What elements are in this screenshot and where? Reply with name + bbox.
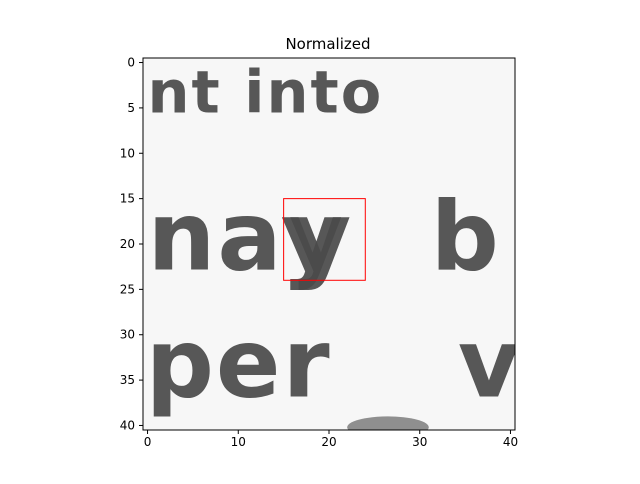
heatmap-text-fragment: b xyxy=(431,182,501,292)
heatmap-background xyxy=(143,58,515,430)
heatmap-text-fragment: per xyxy=(146,309,332,419)
x-tick-label: 10 xyxy=(231,435,246,449)
y-tick-label: 40 xyxy=(120,418,135,432)
heatmap-text-fragment: nt into xyxy=(148,57,384,126)
heatmap-text-fragment: y xyxy=(289,182,353,292)
chart-title: Normalized xyxy=(285,35,370,53)
heatmap-text-fragment: v xyxy=(458,309,522,419)
heatmap-smudge xyxy=(347,416,429,430)
y-tick-label: 30 xyxy=(120,328,135,342)
x-tick-label: 40 xyxy=(503,435,518,449)
y-tick-label: 5 xyxy=(127,101,135,115)
y-tick-label: 0 xyxy=(127,56,135,70)
y-tick-label: 15 xyxy=(120,192,135,206)
y-tick-label: 10 xyxy=(120,146,135,160)
y-tick-label: 25 xyxy=(120,282,135,296)
y-tick-label: 35 xyxy=(120,373,135,387)
x-tick-label: 30 xyxy=(412,435,427,449)
highlight-box xyxy=(283,198,366,281)
x-tick-label: 0 xyxy=(144,435,152,449)
y-tick-label: 20 xyxy=(120,237,135,251)
x-tick-label: 20 xyxy=(321,435,336,449)
heatmap-text-fragment: nay xyxy=(148,182,345,292)
